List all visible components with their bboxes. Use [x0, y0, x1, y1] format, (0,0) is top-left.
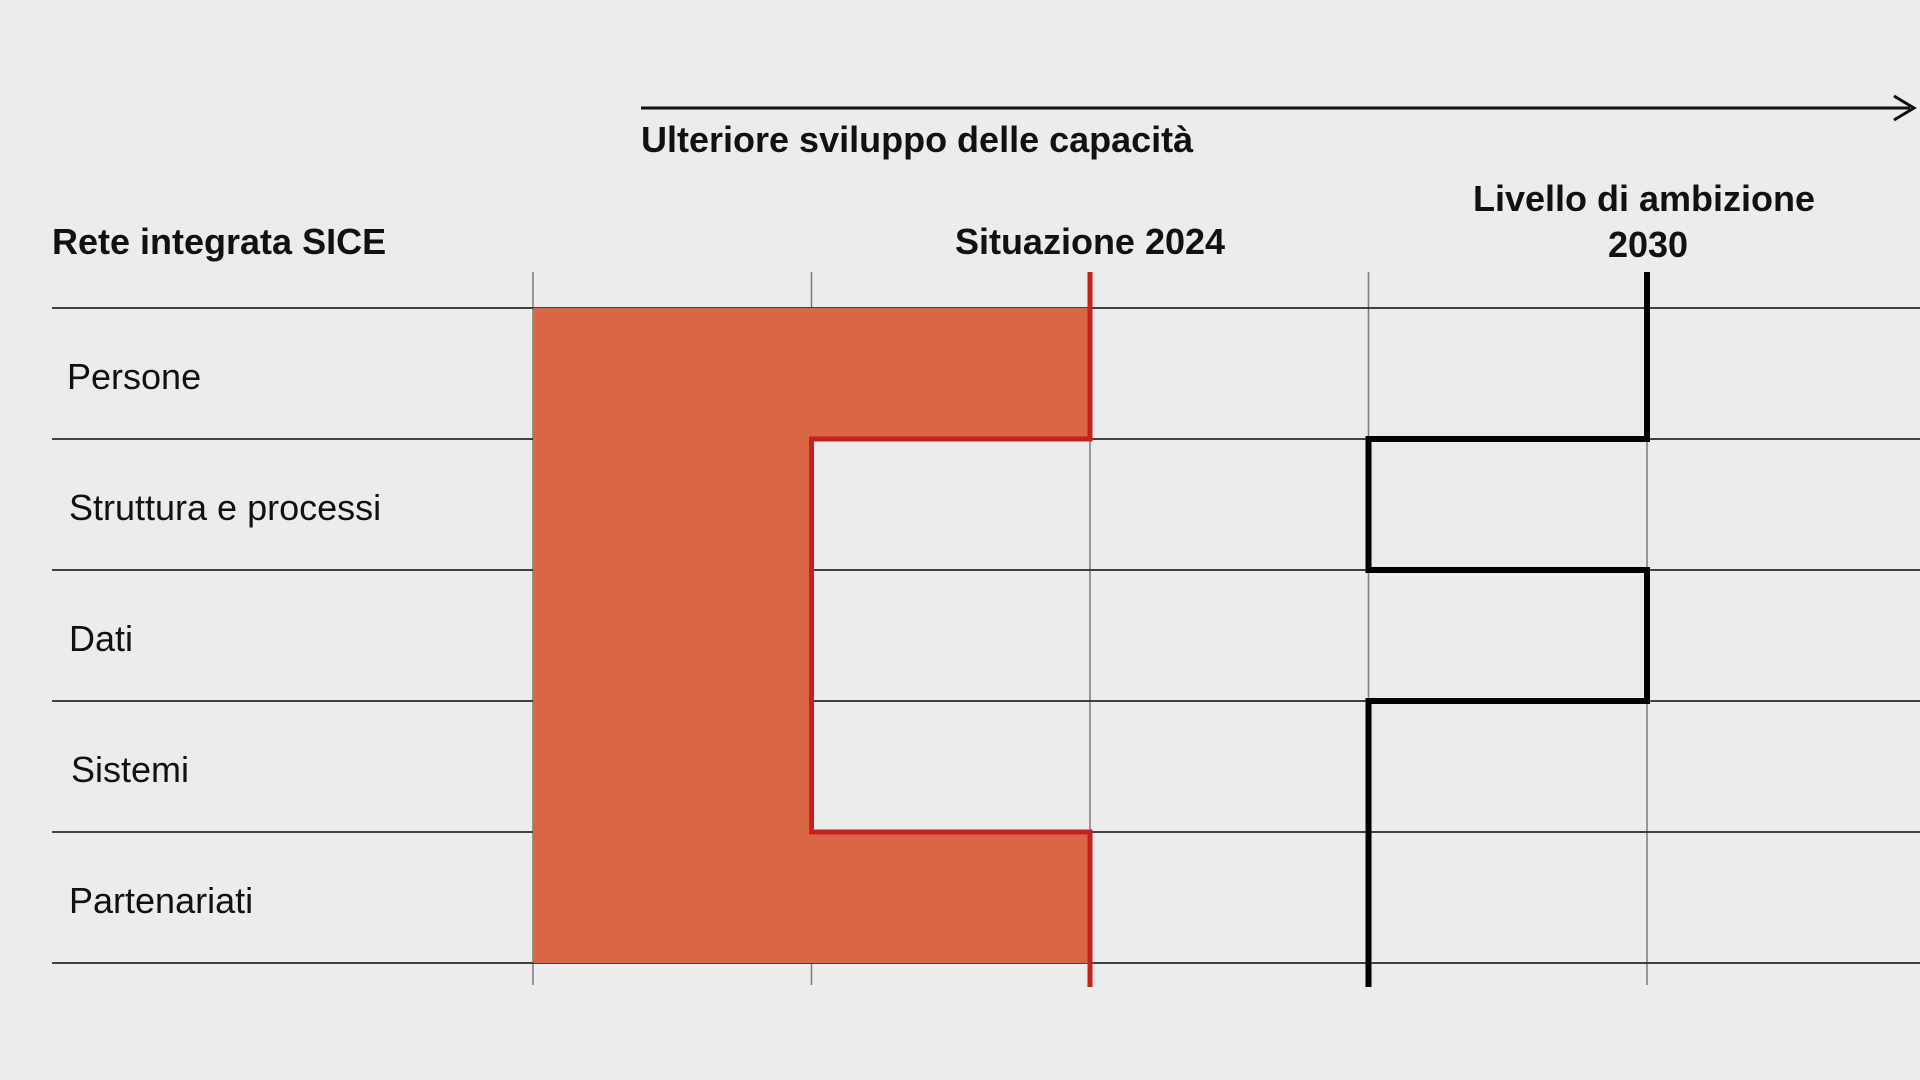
line-layer	[809, 272, 1650, 987]
row-label-partenariati: Partenariati	[69, 880, 253, 921]
row-label-sistemi: Sistemi	[71, 749, 189, 790]
row-label-dati: Dati	[69, 618, 133, 659]
chart-title: Rete integrata SICE	[52, 221, 386, 262]
bar-partenariati	[533, 832, 1090, 963]
marker-label-2030-line2: 2030	[1608, 224, 1688, 265]
row-label-struttura: Struttura e processi	[69, 487, 381, 528]
marker-label-2024: Situazione 2024	[955, 221, 1225, 262]
line-ambizione-2030	[1365, 272, 1650, 987]
marker-label-2030-line1: Livello di ambizione	[1473, 178, 1815, 219]
bar-sistemi	[533, 701, 812, 832]
bar-struttura-e-processi	[533, 439, 812, 570]
line-situazione-2024	[809, 272, 1093, 987]
bar-dati	[533, 570, 812, 701]
bar-layer	[533, 308, 1090, 963]
bar-persone	[533, 308, 1090, 439]
axis-arrow-head	[1893, 94, 1917, 122]
axis-label: Ulteriore sviluppo delle capacità	[641, 119, 1194, 160]
row-label-persone: Persone	[67, 356, 201, 397]
